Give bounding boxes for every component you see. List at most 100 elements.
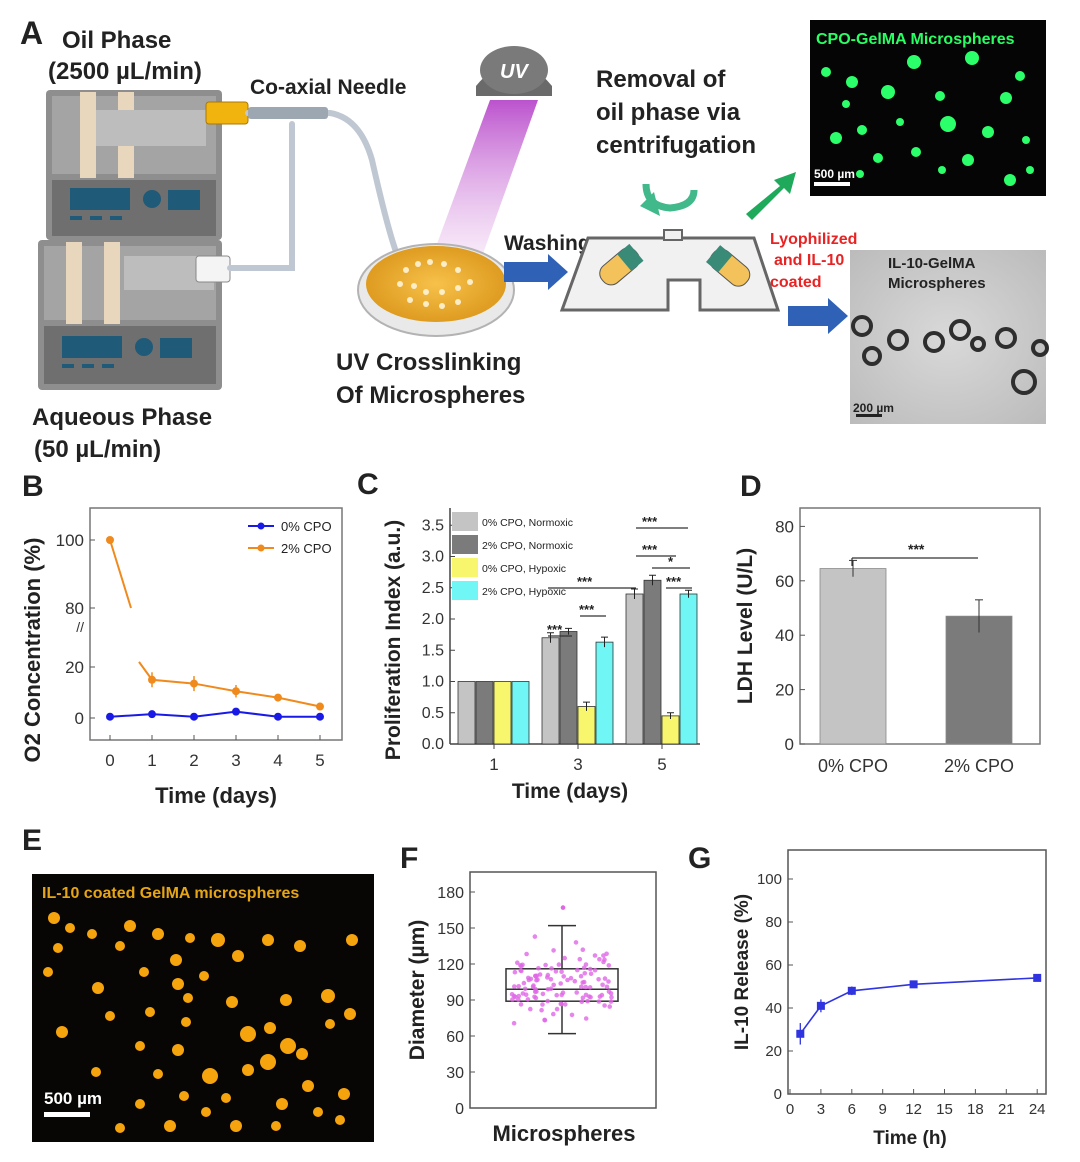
- f-point: [545, 975, 550, 980]
- chart-g-xlabel: Time (h): [873, 1128, 947, 1149]
- f-point: [535, 977, 540, 982]
- g-point: [847, 986, 856, 995]
- f-point: [559, 992, 564, 998]
- f-point: [609, 994, 614, 1000]
- c-bar: [475, 681, 494, 745]
- f-point: [518, 1002, 524, 1007]
- c-bar: [595, 641, 614, 745]
- f-point: [592, 953, 598, 958]
- lyo-line1: Lyophilized: [770, 231, 857, 248]
- f-point: [549, 966, 554, 971]
- panel-e-letter: E: [22, 824, 42, 857]
- chart-b-legend: 0% CPO 2% CPO: [248, 519, 332, 556]
- f-point: [533, 995, 539, 1001]
- f-point: [558, 981, 563, 986]
- f-point: [607, 1004, 612, 1009]
- f-point: [523, 992, 529, 997]
- c-ytick-label: 3.0: [422, 549, 444, 566]
- f-point: [604, 984, 610, 990]
- b-point: [316, 712, 324, 721]
- chart-g-release: 0 20 40 60 80 100 0 3 6 9 12 15 18 21 24 IL-10 Releas…: [732, 849, 1047, 1149]
- f-point: [559, 1001, 564, 1007]
- c-bar: [559, 631, 578, 745]
- chart-g-ylabel: IL-10 Release (%): [732, 894, 753, 1050]
- g-xtick-label: 15: [936, 1101, 953, 1118]
- c-xtick-label: 1: [489, 755, 498, 774]
- f-point: [526, 975, 531, 981]
- f-point: [580, 995, 586, 1001]
- b-point: [148, 675, 156, 684]
- chart-d-yticks: 0 20 40 60 80: [775, 517, 805, 754]
- f-point: [592, 967, 598, 973]
- c-bar: [511, 681, 530, 745]
- b-point: [232, 707, 240, 716]
- chart-f-ylabel: Diameter (µm): [406, 920, 429, 1060]
- panel-a-letter: A: [20, 15, 43, 51]
- b-point: [190, 679, 198, 688]
- f-point: [551, 982, 556, 988]
- b-point: [106, 712, 114, 721]
- g-ytick-label: 40: [765, 1000, 782, 1017]
- petri-dish-icon: [357, 243, 515, 337]
- d-xtick-label: 2% CPO: [944, 756, 1014, 776]
- chart-c-xticks: 1 3 5: [489, 744, 667, 774]
- aqueous-rate: (50 µL/min): [34, 436, 161, 463]
- f-point: [511, 1020, 517, 1026]
- crosslink-line1: UV Crosslinking: [336, 349, 521, 376]
- chart-c-yticks: 0.0 0.5 1.0 1.5 2.0 2.5 3.0 3.5: [422, 517, 455, 753]
- c-ytick-label: 1.5: [422, 642, 444, 659]
- f-point: [599, 992, 605, 998]
- g-series-line: [799, 977, 1038, 1035]
- chart-f-xlabel: Microspheres: [492, 1121, 635, 1146]
- c-bar: [661, 715, 680, 745]
- c-legend-label: 2% CPO, Hypoxic: [482, 586, 566, 598]
- f-point: [515, 960, 520, 965]
- cpo-scale-label: 500 µm: [814, 167, 855, 181]
- c-ytick-label: 0.5: [422, 705, 444, 722]
- washing-label: Washing: [504, 232, 591, 255]
- f-point: [601, 953, 606, 958]
- removal-line2: oil phase via: [596, 99, 741, 126]
- g-xtick-label: 3: [817, 1101, 825, 1118]
- b-point: [148, 710, 156, 719]
- lyo-line2: and IL-10: [774, 252, 844, 269]
- panel-d-letter: D: [740, 470, 762, 503]
- il10-gelma-micrograph: [850, 250, 1049, 424]
- c-legend-swatch: [452, 581, 478, 600]
- f-point: [563, 1002, 568, 1007]
- sig-c-0: ***: [547, 622, 563, 637]
- f-point: [553, 969, 559, 974]
- f-point: [540, 991, 546, 997]
- b-ytick-label: 20: [65, 658, 84, 677]
- d-ytick-label: 40: [775, 626, 794, 645]
- f-point: [554, 1006, 560, 1012]
- f-point: [512, 969, 518, 975]
- c-legend-label: 0% CPO, Normoxic: [482, 517, 573, 529]
- g-point: [909, 980, 918, 989]
- panel-c-letter: C: [357, 468, 379, 501]
- sig-c-2: ***: [577, 574, 593, 589]
- uv-lamp-icon: [420, 46, 552, 290]
- c-ytick-label: 3.5: [422, 517, 444, 534]
- f-point: [561, 974, 566, 979]
- lyo-arrow-icon: [788, 298, 848, 334]
- f-point: [556, 962, 562, 967]
- f-point: [542, 1017, 548, 1023]
- legend-b-0: 0% CPO: [281, 519, 332, 534]
- f-point: [534, 973, 540, 979]
- b-point: [274, 712, 282, 721]
- c-bar: [493, 681, 512, 745]
- g-ytick-label: 60: [765, 957, 782, 974]
- f-point: [528, 1006, 533, 1012]
- f-point: [583, 962, 589, 967]
- f-point: [606, 979, 611, 984]
- f-point: [579, 984, 584, 990]
- g-xtick-label: 0: [786, 1101, 794, 1118]
- f-point: [587, 985, 593, 990]
- d-xtick-label: 0% CPO: [818, 756, 888, 776]
- il10-scale-label: 200 µm: [853, 401, 894, 415]
- sig-c-3: ***: [642, 514, 658, 529]
- f-point: [551, 948, 556, 953]
- b-point: [190, 712, 198, 721]
